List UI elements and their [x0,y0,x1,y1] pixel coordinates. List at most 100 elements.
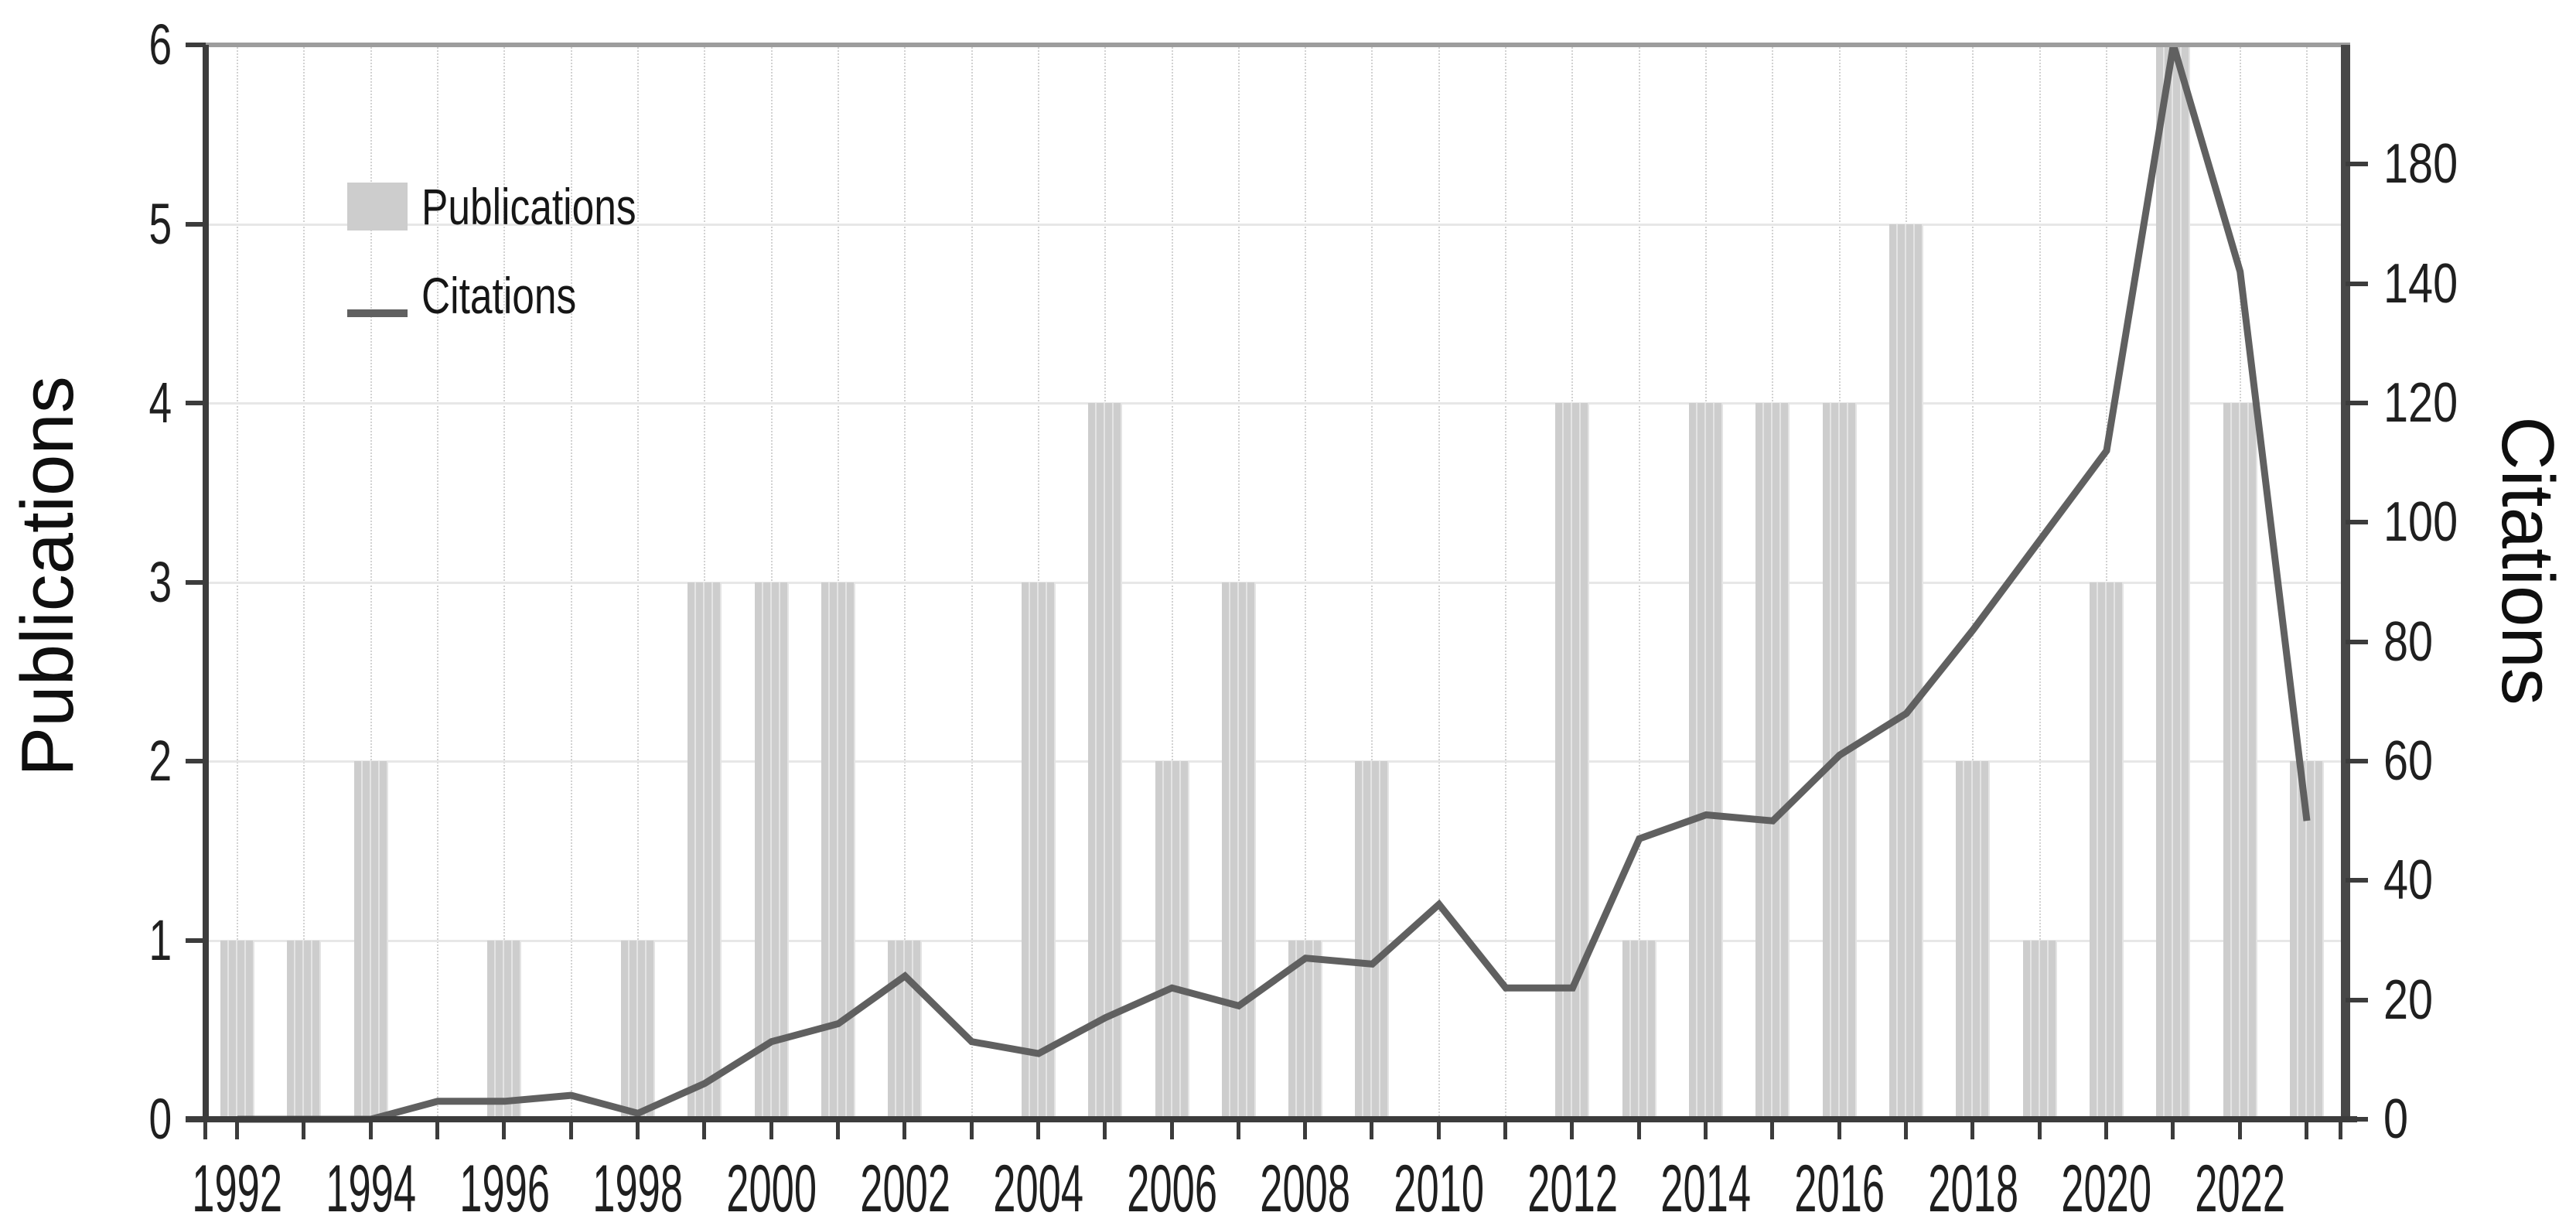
x-axis-tick [1970,1122,1975,1139]
publications-bar [1755,403,1790,1119]
left-axis-tick-label: 5 [148,191,172,256]
x-axis-corner-tick [203,1122,207,1139]
x-axis-tick [1303,1122,1308,1139]
right-axis-tick [2346,520,2368,525]
left-spine [203,45,209,1122]
x-axis-tick-label: 2010 [1394,1152,1485,1226]
left-axis-tick [186,1117,206,1122]
publications-bar [1088,403,1123,1119]
x-axis-tick-label: 2000 [726,1152,817,1226]
x-axis-tick [2237,1122,2242,1139]
x-axis-tick-label: 2004 [993,1152,1084,1226]
publications-bar [2223,403,2257,1119]
right-axis-tick-label: 0 [2383,1088,2409,1150]
horizontal-gridline [206,939,2341,942]
x-axis-tick [435,1122,439,1139]
right-axis-tick-label: 100 [2383,491,2458,554]
x-axis-tick [835,1122,840,1139]
publications-bar [1889,224,1924,1119]
x-axis-tick [902,1122,907,1139]
publications-bar [888,940,923,1119]
legend-label-publications: Publications [421,178,636,235]
x-axis-tick-label: 2022 [2195,1152,2286,1226]
x-axis-corner-tick [2339,1122,2342,1139]
publications-bar [1689,403,1724,1119]
right-axis-tick-label: 20 [2383,968,2434,1031]
publications-bar [1555,403,1590,1119]
x-axis-tick [1169,1122,1174,1139]
citations-line-swatch [347,309,408,317]
bottom-spine [186,1116,2357,1122]
publications-bar [487,940,522,1119]
x-axis-tick-label: 2006 [1127,1152,1217,1226]
right-axis-tick-label: 180 [2383,133,2458,196]
legend-label-citations: Citations [421,267,577,324]
publications-bar [2156,45,2191,1119]
left-axis-tick [186,221,206,227]
x-axis-tick [502,1122,507,1139]
left-axis-tick-label: 6 [148,12,172,77]
x-axis-tick [1036,1122,1040,1139]
x-axis-tick [1904,1122,1909,1139]
right-axis-tick-label: 120 [2383,372,2458,434]
x-axis-tick [1503,1122,1508,1139]
x-axis-tick [1704,1122,1708,1139]
x-axis-tick [568,1122,573,1139]
x-axis-tick [1570,1122,1575,1139]
x-axis-tick-label: 2016 [1794,1152,1885,1226]
publications-swatch [347,183,408,231]
publications-bar [220,940,254,1119]
horizontal-gridline [206,760,2341,763]
publications-bar [2022,940,2057,1119]
x-axis-tick [302,1122,306,1139]
x-axis-tick [1370,1122,1374,1139]
x-axis-tick-label: 2014 [1660,1152,1752,1226]
publications-bar [2290,761,2324,1119]
x-axis-tick [235,1122,239,1139]
x-axis-tick [1770,1122,1775,1139]
right-axis-title: Citations [2486,416,2569,705]
left-axis-tick-label: 1 [148,907,172,972]
right-axis-tick [2346,639,2368,644]
x-axis-tick [1103,1122,1107,1139]
top-spine [203,43,2350,47]
x-axis-tick-label: 1992 [192,1152,283,1226]
publications-bar [688,582,722,1119]
x-axis-tick-label: 2008 [1260,1152,1351,1226]
publications-bar [1221,582,1256,1119]
x-axis-tick [1636,1122,1641,1139]
x-axis-tick-label: 1998 [592,1152,684,1226]
x-axis-tick-label: 2002 [859,1152,950,1226]
publications-bar [287,940,322,1119]
left-axis-tick-label: 3 [148,549,172,614]
x-axis-tick [769,1122,773,1139]
left-axis-tick [186,579,206,585]
right-axis-tick [2346,997,2368,1002]
x-axis-tick [2104,1122,2109,1139]
x-axis-tick [2037,1122,2042,1139]
right-axis-tick [2346,1117,2368,1122]
x-axis-tick [1436,1122,1441,1139]
right-axis-tick [2346,162,2368,167]
left-axis-tick [186,401,206,405]
left-axis-tick-label: 4 [148,371,172,435]
right-spine [2341,45,2350,1122]
x-axis-tick-label: 1994 [326,1152,416,1226]
left-axis-tick [186,759,206,763]
right-axis-tick-label: 40 [2383,849,2434,912]
x-axis-tick [969,1122,974,1139]
left-axis-title: Publications [6,376,89,777]
left-axis-tick [186,43,206,47]
right-axis-tick-label: 80 [2383,610,2434,673]
publications-bar [1956,761,1991,1119]
publications-bar [1355,761,1390,1119]
left-axis-tick-label: 2 [148,729,172,793]
x-axis-tick-label: 2020 [2061,1152,2152,1226]
x-axis-tick [368,1122,373,1139]
right-axis-tick-label: 60 [2383,730,2434,792]
left-axis-tick-label: 0 [148,1087,172,1151]
publications-bar [1622,940,1656,1119]
horizontal-gridline [206,223,2341,226]
